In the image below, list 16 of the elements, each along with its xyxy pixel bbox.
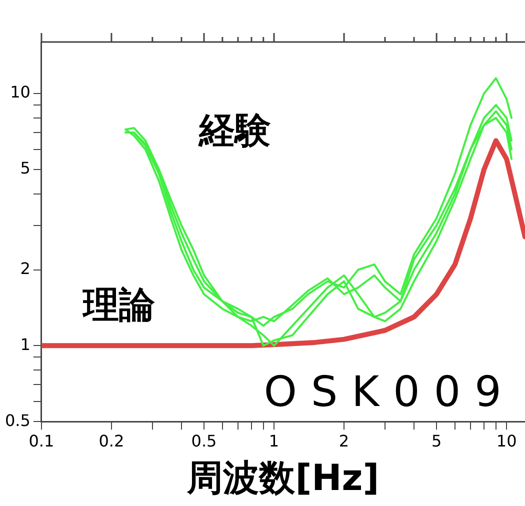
x-tick-label: 2 (338, 431, 350, 450)
y-tick-label: 10 (10, 82, 30, 102)
x-tick-label: 0.5 (191, 431, 217, 450)
y-tick-label: 2 (20, 258, 30, 278)
x-tick-label: 10 (496, 431, 517, 450)
y-tick-label: 1 (20, 334, 30, 354)
x-axis-title: 周波数[Hz] (186, 458, 380, 499)
annotation: 経験 (198, 110, 271, 152)
x-tick-label: 5 (431, 431, 442, 450)
x-tick-label: 0.2 (98, 431, 124, 450)
annotation: OSK009 (264, 366, 516, 416)
y-tick-label: 5 (20, 158, 30, 178)
annotation: 理論 (82, 285, 156, 326)
x-tick-label: 0.1 (28, 431, 54, 450)
y-tick-label: 0.5 (4, 410, 30, 430)
x-tick-label: 1 (268, 431, 280, 450)
